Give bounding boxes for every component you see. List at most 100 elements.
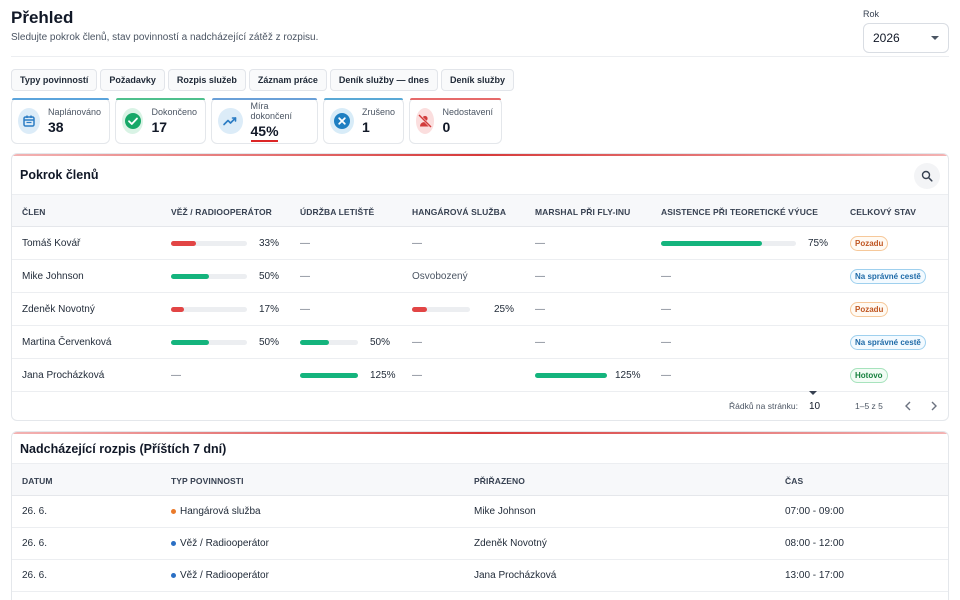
search-button[interactable] xyxy=(914,163,940,189)
empty-cell: — xyxy=(300,303,310,315)
status-badge: Pozadu xyxy=(850,235,889,251)
pagination-range: 1–5 z 5 xyxy=(855,401,883,411)
col-header[interactable]: PŘIŘAZENO xyxy=(474,475,525,486)
progress-percent: 125% xyxy=(615,369,641,381)
duty-type-label: Věž / Radiooperátor xyxy=(180,538,269,549)
status-cell: Pozadu xyxy=(850,293,889,325)
col-header[interactable]: ČLEN xyxy=(22,206,46,217)
check-circle-icon xyxy=(122,108,144,134)
schedule-date: 26. 6. xyxy=(22,570,48,581)
stat-label: Nedostavení xyxy=(442,107,493,117)
table-row[interactable]: Tomáš Kovář 33% — — — 75% Pozadu xyxy=(12,227,948,260)
page-subtitle: Sledujte pokrok členů, stav povinností a… xyxy=(11,32,319,43)
tab-work-log[interactable]: Záznam práce xyxy=(248,69,327,91)
stat-card-no-show: Nedostavení 0 xyxy=(409,98,502,144)
tab-schedule[interactable]: Rozpis služeb xyxy=(167,69,246,91)
empty-cell: — xyxy=(661,336,671,348)
empty-cell: — xyxy=(535,303,545,315)
member-name: Tomáš Kovář xyxy=(22,237,81,249)
table-row[interactable]: 26. 6. Hangárová služba Mike Johnson 07:00 … xyxy=(12,496,948,528)
progress-bar xyxy=(661,241,796,246)
progress-percent: 33% xyxy=(259,237,280,249)
progress-percent: 75% xyxy=(808,237,829,249)
duty-type-label: Hangárová služba xyxy=(180,506,261,517)
table-row[interactable]: Jana Procházková — 125% — 125% — Hotovo xyxy=(12,359,948,392)
progress-percent: 50% xyxy=(259,336,280,348)
table-row[interactable]: 26. 6. Věž / Radiooperátor Zdeněk Novotný 0… xyxy=(12,528,948,560)
upcoming-schedule-card: Nadcházející rozpis (Příštích 7 dní) DAT… xyxy=(11,431,949,600)
year-select[interactable]: 2026 xyxy=(863,23,949,53)
rate-underline xyxy=(250,139,278,142)
progress-bar-fill xyxy=(171,274,209,279)
member-progress-title: Pokrok členů xyxy=(20,168,99,182)
page-header: Přehled Sledujte pokrok členů, stav povi… xyxy=(11,8,318,43)
tab-requests[interactable]: Požadavky xyxy=(100,69,165,91)
status-badge: Na správné cestě xyxy=(850,334,926,350)
col-header[interactable]: TYP POVINNOSTI xyxy=(171,475,244,486)
chevron-down-icon xyxy=(931,36,939,40)
member-name: Martina Červenková xyxy=(22,336,112,348)
search-icon xyxy=(921,170,933,182)
tab-duty-types[interactable]: Typy povinností xyxy=(11,69,98,91)
empty-cell: — xyxy=(661,369,671,381)
col-header[interactable]: ČAS xyxy=(785,475,804,486)
col-header[interactable]: MARSHAL PŘI FLY-INU xyxy=(535,206,631,217)
schedule-time: 08:00 - 12:00 xyxy=(785,538,844,549)
status-badge: Na správné cestě xyxy=(850,268,926,284)
tab-duty-diary-today[interactable]: Deník služby — dnes xyxy=(329,69,438,91)
progress-bar xyxy=(171,307,247,312)
empty-cell: — xyxy=(535,336,545,348)
col-header[interactable]: ASISTENCE PŘI TEORETICKÉ VÝUCE xyxy=(661,206,818,217)
table-row[interactable]: 26. 6. Věž / Radiooperátor Jana Procházkov… xyxy=(12,560,948,592)
upcoming-schedule-title: Nadcházející rozpis (Příštích 7 dní) xyxy=(20,442,227,456)
status-badge: Pozadu xyxy=(850,301,889,317)
prev-page-button[interactable] xyxy=(900,398,916,414)
col-header[interactable]: HANGÁROVÁ SLUŽBA xyxy=(412,206,507,217)
progress-bar-fill xyxy=(171,307,184,312)
stat-card-cancelled: Zrušeno 1 xyxy=(323,98,404,144)
schedule-duty-type: Věž / Radiooperátor xyxy=(171,560,269,591)
col-header[interactable]: ÚDRŽBA LETIŠTĚ xyxy=(300,206,375,217)
stat-value: 17 xyxy=(151,119,168,135)
progress-bar xyxy=(535,373,607,378)
col-header[interactable]: DATUM xyxy=(22,475,53,486)
rows-per-page-value: 10 xyxy=(809,400,821,412)
empty-cell: — xyxy=(535,270,545,282)
progress-percent: 125% xyxy=(370,369,396,381)
member-name: Mike Johnson xyxy=(22,270,84,282)
status-cell: Na správné cestě xyxy=(850,260,926,292)
col-header[interactable]: VĚŽ / RADIOOPERÁTOR xyxy=(171,206,272,217)
table-row[interactable]: Martina Červenková 50% 50% — — — Na správné ce… xyxy=(12,326,948,359)
year-label: Rok xyxy=(863,9,880,19)
schedule-assignee: Zdeněk Novotný xyxy=(474,538,547,549)
progress-percent: 17% xyxy=(259,303,280,315)
progress-bar xyxy=(300,340,358,345)
tab-duty-diary[interactable]: Deník služby xyxy=(440,69,514,91)
stat-value: 1 xyxy=(361,119,370,135)
duty-color-dot xyxy=(171,573,176,578)
empty-cell: — xyxy=(300,237,310,249)
schedule-time: 07:00 - 09:00 xyxy=(785,506,844,517)
chevron-left-icon xyxy=(905,401,911,411)
table-row[interactable]: Zdeněk Novotný 17% — 25% — — Pozadu xyxy=(12,293,948,326)
progress-bar-fill xyxy=(171,241,196,246)
progress-bar-fill xyxy=(171,340,209,345)
status-cell: Na správné cestě xyxy=(850,326,926,358)
progress-percent: 50% xyxy=(259,270,280,282)
stat-value: 0 xyxy=(442,119,451,135)
status-badge: Hotovo xyxy=(850,367,888,383)
col-header[interactable]: CELKOVÝ STAV xyxy=(850,206,917,217)
schedule-assignee: Mike Johnson xyxy=(474,506,536,517)
header-divider xyxy=(11,56,949,57)
progress-percent: 50% xyxy=(370,336,391,348)
progress-bar-fill xyxy=(412,307,427,312)
progress-percent: 25% xyxy=(494,303,515,315)
next-page-button[interactable] xyxy=(926,398,942,414)
x-circle-icon xyxy=(330,108,354,134)
stat-label: Naplánováno xyxy=(47,107,101,117)
stat-card-scheduled: Naplánováno 38 xyxy=(11,98,110,144)
empty-cell: — xyxy=(661,270,671,282)
schedule-duty-type: Hangárová služba xyxy=(171,496,261,527)
empty-cell: — xyxy=(300,270,310,282)
table-row[interactable]: Mike Johnson 50% — Osvobozený — — Na správné c… xyxy=(12,260,948,293)
